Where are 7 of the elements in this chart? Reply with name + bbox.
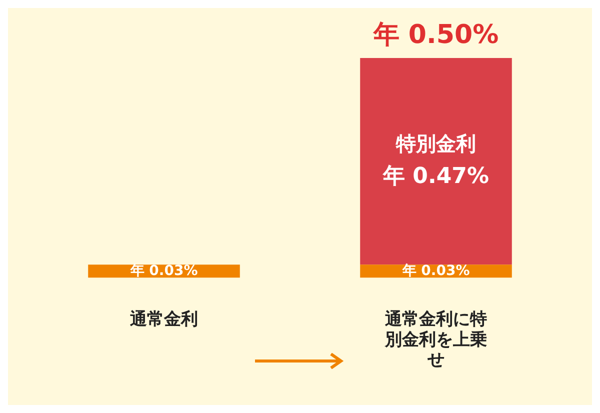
data-label: 年 0.03% bbox=[129, 262, 198, 279]
x-tick-label: 通常金利 bbox=[129, 309, 198, 330]
x-tick-label: 通常金利に特別金利を上乗せ bbox=[384, 309, 487, 370]
series-label: 特別金利 bbox=[395, 132, 476, 156]
total-label: 年 0.50% bbox=[372, 20, 499, 50]
data-label: 年 0.47% bbox=[382, 164, 489, 190]
data-label: 年 0.03% bbox=[401, 262, 470, 279]
